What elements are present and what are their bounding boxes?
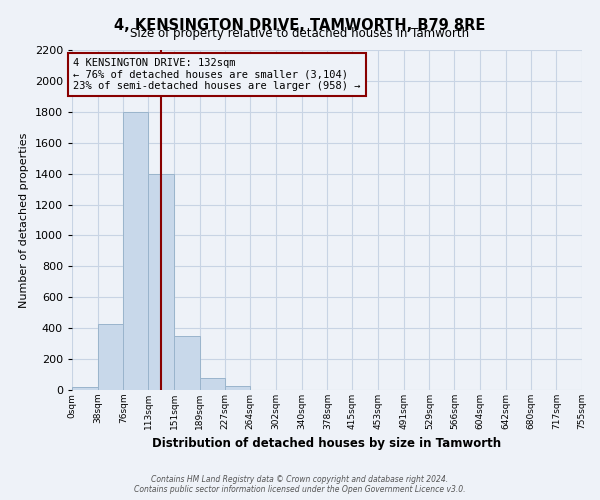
Text: Size of property relative to detached houses in Tamworth: Size of property relative to detached ho… [130, 28, 470, 40]
Bar [226, 386, 250, 390]
Bar [124, 112, 148, 390]
Bar [72, 387, 98, 390]
X-axis label: Distribution of detached houses by size in Tamworth: Distribution of detached houses by size … [152, 438, 502, 450]
Bar [148, 174, 174, 390]
Text: 4, KENSINGTON DRIVE, TAMWORTH, B79 8RE: 4, KENSINGTON DRIVE, TAMWORTH, B79 8RE [115, 18, 485, 32]
Text: Contains HM Land Registry data © Crown copyright and database right 2024.
Contai: Contains HM Land Registry data © Crown c… [134, 474, 466, 494]
Bar [200, 378, 226, 390]
Bar [174, 336, 200, 390]
Bar [98, 324, 124, 390]
Y-axis label: Number of detached properties: Number of detached properties [19, 132, 29, 308]
Text: 4 KENSINGTON DRIVE: 132sqm
← 76% of detached houses are smaller (3,104)
23% of s: 4 KENSINGTON DRIVE: 132sqm ← 76% of deta… [73, 58, 361, 91]
